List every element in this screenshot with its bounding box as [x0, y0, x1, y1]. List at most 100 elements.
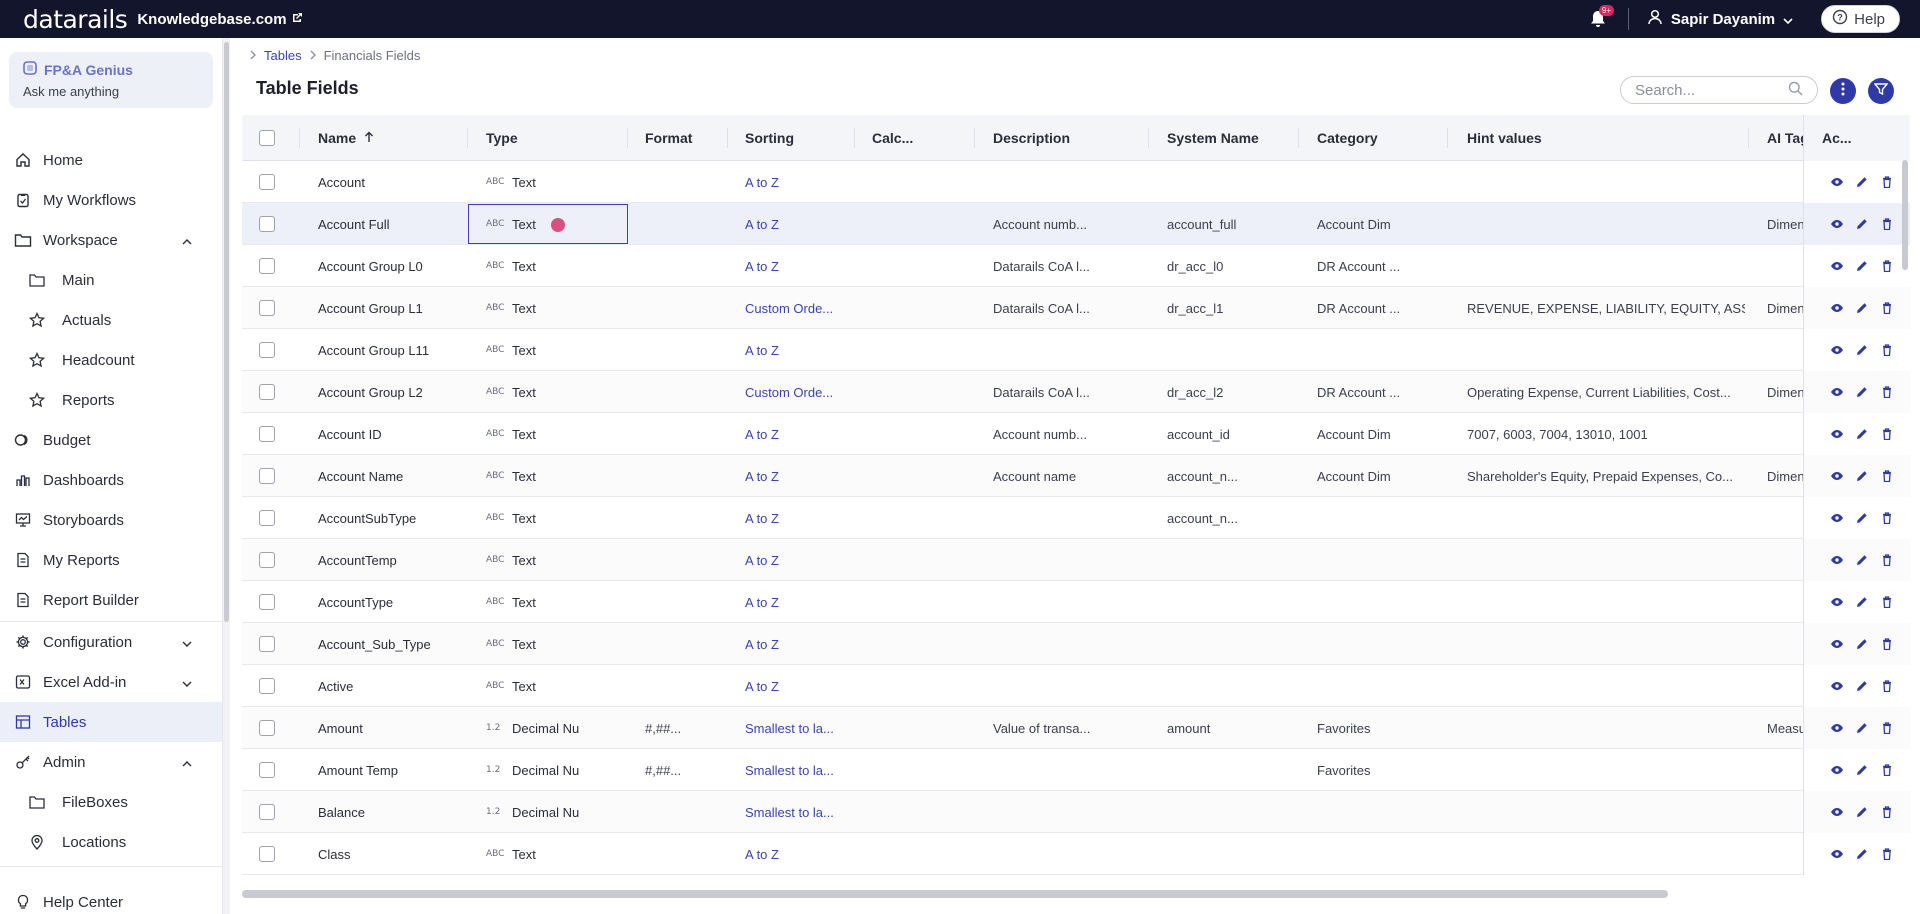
cell-type[interactable]: ABC Text	[486, 245, 624, 287]
delete-trash-icon[interactable]	[1879, 384, 1895, 400]
row-checkbox[interactable]	[259, 749, 275, 791]
sidebar-item-budget[interactable]: Budget	[0, 420, 222, 460]
table-row[interactable]: ABC Text Class A to Z	[242, 833, 1910, 875]
edit-pencil-icon[interactable]	[1854, 468, 1870, 484]
table-row[interactable]: ABC Text Account Group L1 Custom Orde... Dat…	[242, 287, 1910, 329]
cell-sorting[interactable]: A to Z	[745, 510, 779, 526]
edit-pencil-icon[interactable]	[1854, 258, 1870, 274]
breadcrumb-tables[interactable]: Tables	[264, 48, 302, 63]
table-horizontal-scrollbar[interactable]	[242, 890, 1668, 898]
cell-sorting[interactable]: A to Z	[745, 636, 779, 652]
cell-sorting[interactable]: A to Z	[745, 552, 779, 568]
view-eye-icon[interactable]	[1829, 468, 1845, 484]
table-row[interactable]: ABC Text Account ID A to Z Account numb... ac…	[242, 413, 1910, 455]
sidebar-item-excel-add-in[interactable]: Excel Add-in	[0, 662, 222, 702]
delete-trash-icon[interactable]	[1879, 720, 1895, 736]
cell-type[interactable]: ABC Text	[486, 665, 624, 707]
edit-pencil-icon[interactable]	[1854, 678, 1870, 694]
cell-type[interactable]: ABC Text	[486, 287, 624, 329]
search-input[interactable]: Search...	[1620, 76, 1818, 104]
row-checkbox[interactable]	[259, 623, 275, 665]
edit-pencil-icon[interactable]	[1854, 846, 1870, 862]
view-eye-icon[interactable]	[1829, 678, 1845, 694]
sidebar-item-admin[interactable]: Admin	[0, 742, 222, 782]
view-eye-icon[interactable]	[1829, 636, 1845, 652]
sidebar-item-home[interactable]: Home	[0, 140, 222, 180]
view-eye-icon[interactable]	[1829, 804, 1845, 820]
edit-pencil-icon[interactable]	[1854, 300, 1870, 316]
table-row[interactable]: ABC Text AccountSubType A to Z account_n...	[242, 497, 1910, 539]
view-eye-icon[interactable]	[1829, 846, 1845, 862]
edit-pencil-icon[interactable]	[1854, 636, 1870, 652]
chevron-down-icon[interactable]	[182, 674, 192, 691]
cell-type[interactable]: 1.2 Decimal Nu	[486, 707, 624, 749]
delete-trash-icon[interactable]	[1879, 594, 1895, 610]
table-row[interactable]: 1.2 Decimal Nu Amount Temp #,##... Smallest …	[242, 749, 1910, 791]
sidebar-item-actuals[interactable]: Actuals	[0, 300, 222, 340]
sidebar-item-help-center[interactable]: Help Center	[0, 882, 222, 914]
sidebar-item-locations[interactable]: Locations	[0, 822, 222, 862]
cell-type[interactable]: ABC Text	[486, 413, 624, 455]
row-checkbox[interactable]	[259, 245, 275, 287]
edit-pencil-icon[interactable]	[1854, 762, 1870, 778]
column-header-system-name[interactable]: System Name	[1167, 130, 1259, 146]
cell-sorting[interactable]: A to Z	[745, 594, 779, 610]
delete-trash-icon[interactable]	[1879, 636, 1895, 652]
delete-trash-icon[interactable]	[1879, 216, 1895, 232]
row-checkbox[interactable]	[259, 413, 275, 455]
sidebar-item-report-builder[interactable]: Report Builder	[0, 580, 222, 620]
cell-sorting[interactable]: A to Z	[745, 342, 779, 358]
delete-trash-icon[interactable]	[1879, 342, 1895, 358]
fpa-genius-card[interactable]: FP&A Genius Ask me anything	[9, 52, 213, 108]
column-header-description[interactable]: Description	[993, 130, 1071, 146]
cell-type[interactable]: 1.2 Decimal Nu	[486, 749, 624, 791]
more-options-button[interactable]	[1830, 78, 1856, 104]
select-all-checkbox[interactable]	[259, 115, 275, 161]
delete-trash-icon[interactable]	[1879, 468, 1895, 484]
cell-type[interactable]: 1.2 Decimal Nu	[486, 791, 624, 833]
table-row[interactable]: 1.2 Decimal Nu Amount #,##... Smallest to la…	[242, 707, 1910, 749]
sidebar-item-my-workflows[interactable]: My Workflows	[0, 180, 222, 220]
table-row[interactable]: ABC Text Account A to Z	[242, 161, 1910, 203]
cell-sorting[interactable]: Custom Orde...	[745, 384, 834, 400]
column-header-format[interactable]: Format	[645, 130, 693, 146]
delete-trash-icon[interactable]	[1879, 552, 1895, 568]
cell-sorting[interactable]: Smallest to la...	[745, 720, 834, 736]
notifications-bell-icon[interactable]: 9+	[1590, 5, 1615, 28]
row-checkbox[interactable]	[259, 539, 275, 581]
sidebar-scrollbar[interactable]	[222, 38, 230, 914]
edit-pencil-icon[interactable]	[1854, 594, 1870, 610]
delete-trash-icon[interactable]	[1879, 762, 1895, 778]
view-eye-icon[interactable]	[1829, 216, 1845, 232]
cell-sorting[interactable]: A to Z	[745, 216, 779, 232]
table-vertical-scrollbar[interactable]	[1902, 160, 1908, 270]
cell-sorting[interactable]: A to Z	[745, 426, 779, 442]
column-header-calc[interactable]: Calc...	[872, 130, 914, 146]
cell-type[interactable]: ABC Text	[486, 497, 624, 539]
cell-type[interactable]: ABC Text	[486, 203, 624, 245]
sidebar-item-workspace[interactable]: Workspace	[0, 220, 222, 260]
table-row[interactable]: ABC Text Account Name A to Z Account name acc…	[242, 455, 1910, 497]
row-checkbox[interactable]	[259, 833, 275, 875]
delete-trash-icon[interactable]	[1879, 426, 1895, 442]
sidebar-item-storyboards[interactable]: Storyboards	[0, 500, 222, 540]
table-row[interactable]: ABC Text Account Group L2 Custom Orde... Dat…	[242, 371, 1910, 413]
cell-type[interactable]: ABC Text	[486, 539, 624, 581]
chevron-up-icon[interactable]	[182, 232, 192, 249]
cell-type[interactable]: ABC Text	[486, 623, 624, 665]
table-row[interactable]: ABC Text Active A to Z	[242, 665, 1910, 707]
row-checkbox[interactable]	[259, 371, 275, 413]
column-header-hint-values[interactable]: Hint values	[1467, 130, 1542, 146]
column-header-sorting[interactable]: Sorting	[745, 130, 794, 146]
cell-type[interactable]: ABC Text	[486, 161, 624, 203]
table-row[interactable]: ABC Text AccountType A to Z	[242, 581, 1910, 623]
cell-type[interactable]: ABC Text	[486, 455, 624, 497]
cell-sorting[interactable]: A to Z	[745, 678, 779, 694]
table-row[interactable]: 1.2 Decimal Nu Balance Smallest to la...	[242, 791, 1910, 833]
help-button[interactable]: ? Help	[1821, 5, 1900, 33]
column-header-type[interactable]: Type	[486, 130, 518, 146]
view-eye-icon[interactable]	[1829, 552, 1845, 568]
filter-button[interactable]	[1868, 78, 1894, 104]
sidebar-item-fileboxes[interactable]: FileBoxes	[0, 782, 222, 822]
table-row[interactable]: ABC Text Account Group L0 A to Z Datarails C…	[242, 245, 1910, 287]
